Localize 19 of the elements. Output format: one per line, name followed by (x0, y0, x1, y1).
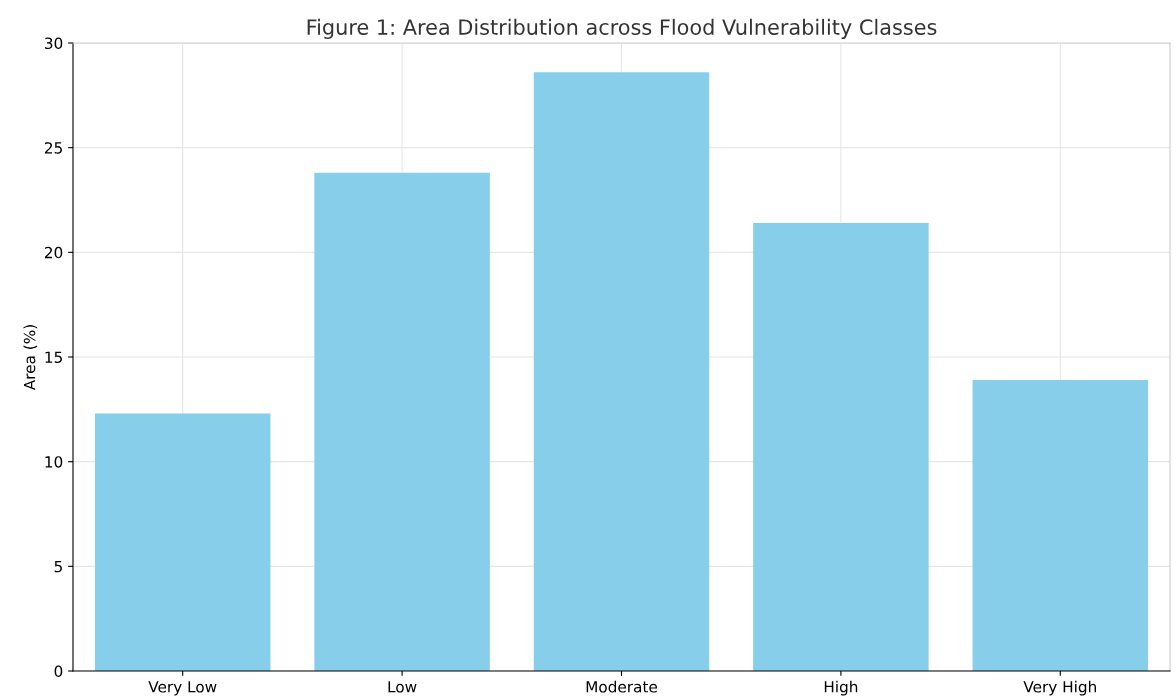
y-tick-label: 0 (54, 665, 63, 678)
bar (314, 172, 490, 671)
y-tick-label: 5 (54, 561, 62, 573)
x-tick-label: Low (388, 681, 417, 693)
x-tick-label: High (824, 680, 858, 696)
y-tick-label: 10 (45, 456, 63, 468)
bar (94, 413, 271, 671)
y-tick-label: 25 (44, 142, 62, 154)
y-tick-label: 20 (44, 246, 63, 259)
bar (972, 380, 1149, 671)
x-tick-label: Moderate (586, 680, 658, 693)
y-axis-title: Area (%) (23, 325, 38, 391)
x-tick-label: Very High (1023, 680, 1096, 696)
x-tick-label: Very Low (148, 681, 217, 696)
y-tick-label: 30 (45, 37, 63, 50)
y-tick-label: 15 (45, 351, 62, 364)
chart-title: Figure 1: Area Distribution across Flood Vulnerability Classes (307, 18, 937, 39)
bar (533, 72, 710, 671)
bar (753, 223, 929, 671)
